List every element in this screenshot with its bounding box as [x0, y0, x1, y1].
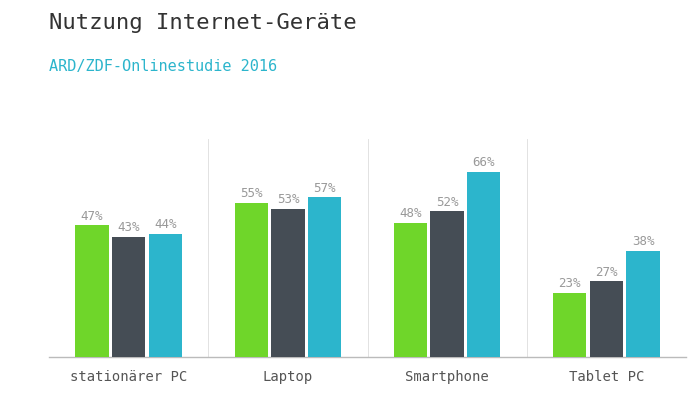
Bar [271, 209, 304, 357]
Bar [430, 211, 464, 357]
Bar [234, 203, 268, 357]
Text: 53%: 53% [276, 193, 299, 206]
Text: 38%: 38% [632, 235, 654, 248]
Text: 57%: 57% [314, 181, 336, 194]
Text: 66%: 66% [473, 156, 495, 169]
Text: 55%: 55% [240, 187, 262, 200]
Bar [76, 226, 108, 357]
Bar [112, 236, 146, 357]
Text: 43%: 43% [118, 221, 140, 234]
Text: 27%: 27% [595, 265, 617, 278]
Text: 23%: 23% [559, 277, 581, 290]
Bar [394, 223, 427, 357]
Bar [308, 197, 341, 357]
Bar [553, 293, 587, 357]
Text: 52%: 52% [436, 196, 459, 209]
Bar [148, 234, 182, 357]
Bar [589, 281, 623, 357]
Text: 44%: 44% [154, 218, 176, 231]
Text: 48%: 48% [399, 207, 421, 220]
Text: 47%: 47% [80, 210, 103, 223]
Bar [626, 251, 659, 357]
Text: Nutzung Internet-Geräte: Nutzung Internet-Geräte [49, 13, 356, 33]
Text: ARD/ZDF-Onlinestudie 2016: ARD/ZDF-Onlinestudie 2016 [49, 59, 277, 74]
Bar [467, 172, 500, 357]
